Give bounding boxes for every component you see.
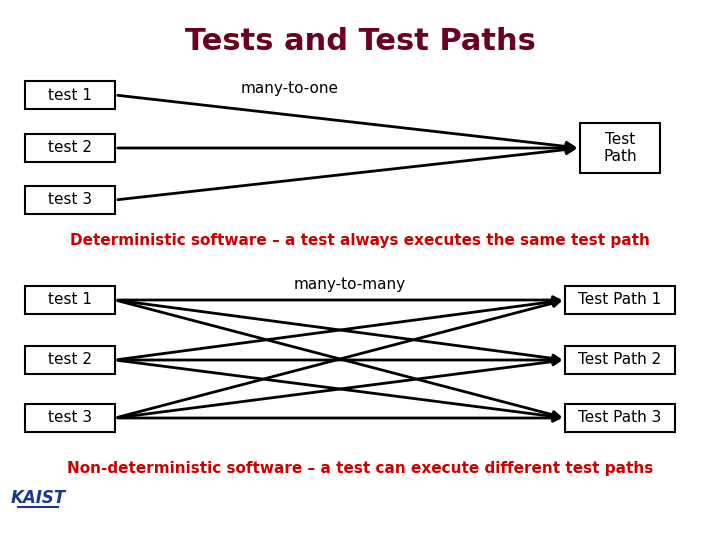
Text: test 1: test 1: [48, 87, 92, 103]
Text: test 2: test 2: [48, 353, 92, 368]
Text: test 2: test 2: [48, 140, 92, 156]
FancyBboxPatch shape: [25, 186, 115, 214]
Text: Test Path 1: Test Path 1: [578, 293, 662, 307]
Text: Non-deterministic software – a test can execute different test paths: Non-deterministic software – a test can …: [67, 461, 653, 476]
Text: Test
Path: Test Path: [603, 132, 636, 164]
Text: test 1: test 1: [48, 293, 92, 307]
FancyBboxPatch shape: [565, 346, 675, 374]
FancyBboxPatch shape: [25, 134, 115, 162]
FancyBboxPatch shape: [565, 404, 675, 432]
FancyBboxPatch shape: [565, 286, 675, 314]
Text: Test Path 2: Test Path 2: [578, 353, 662, 368]
Text: many-to-one: many-to-one: [241, 80, 339, 96]
FancyBboxPatch shape: [25, 286, 115, 314]
FancyBboxPatch shape: [580, 123, 660, 173]
Text: KAIST: KAIST: [10, 489, 66, 507]
Text: Test Path 3: Test Path 3: [578, 410, 662, 426]
Text: Deterministic software – a test always executes the same test path: Deterministic software – a test always e…: [70, 233, 650, 247]
FancyBboxPatch shape: [25, 81, 115, 109]
Text: many-to-many: many-to-many: [294, 278, 406, 293]
FancyBboxPatch shape: [25, 404, 115, 432]
FancyBboxPatch shape: [25, 346, 115, 374]
Text: Tests and Test Paths: Tests and Test Paths: [184, 28, 536, 57]
Text: test 3: test 3: [48, 192, 92, 207]
Text: test 3: test 3: [48, 410, 92, 426]
